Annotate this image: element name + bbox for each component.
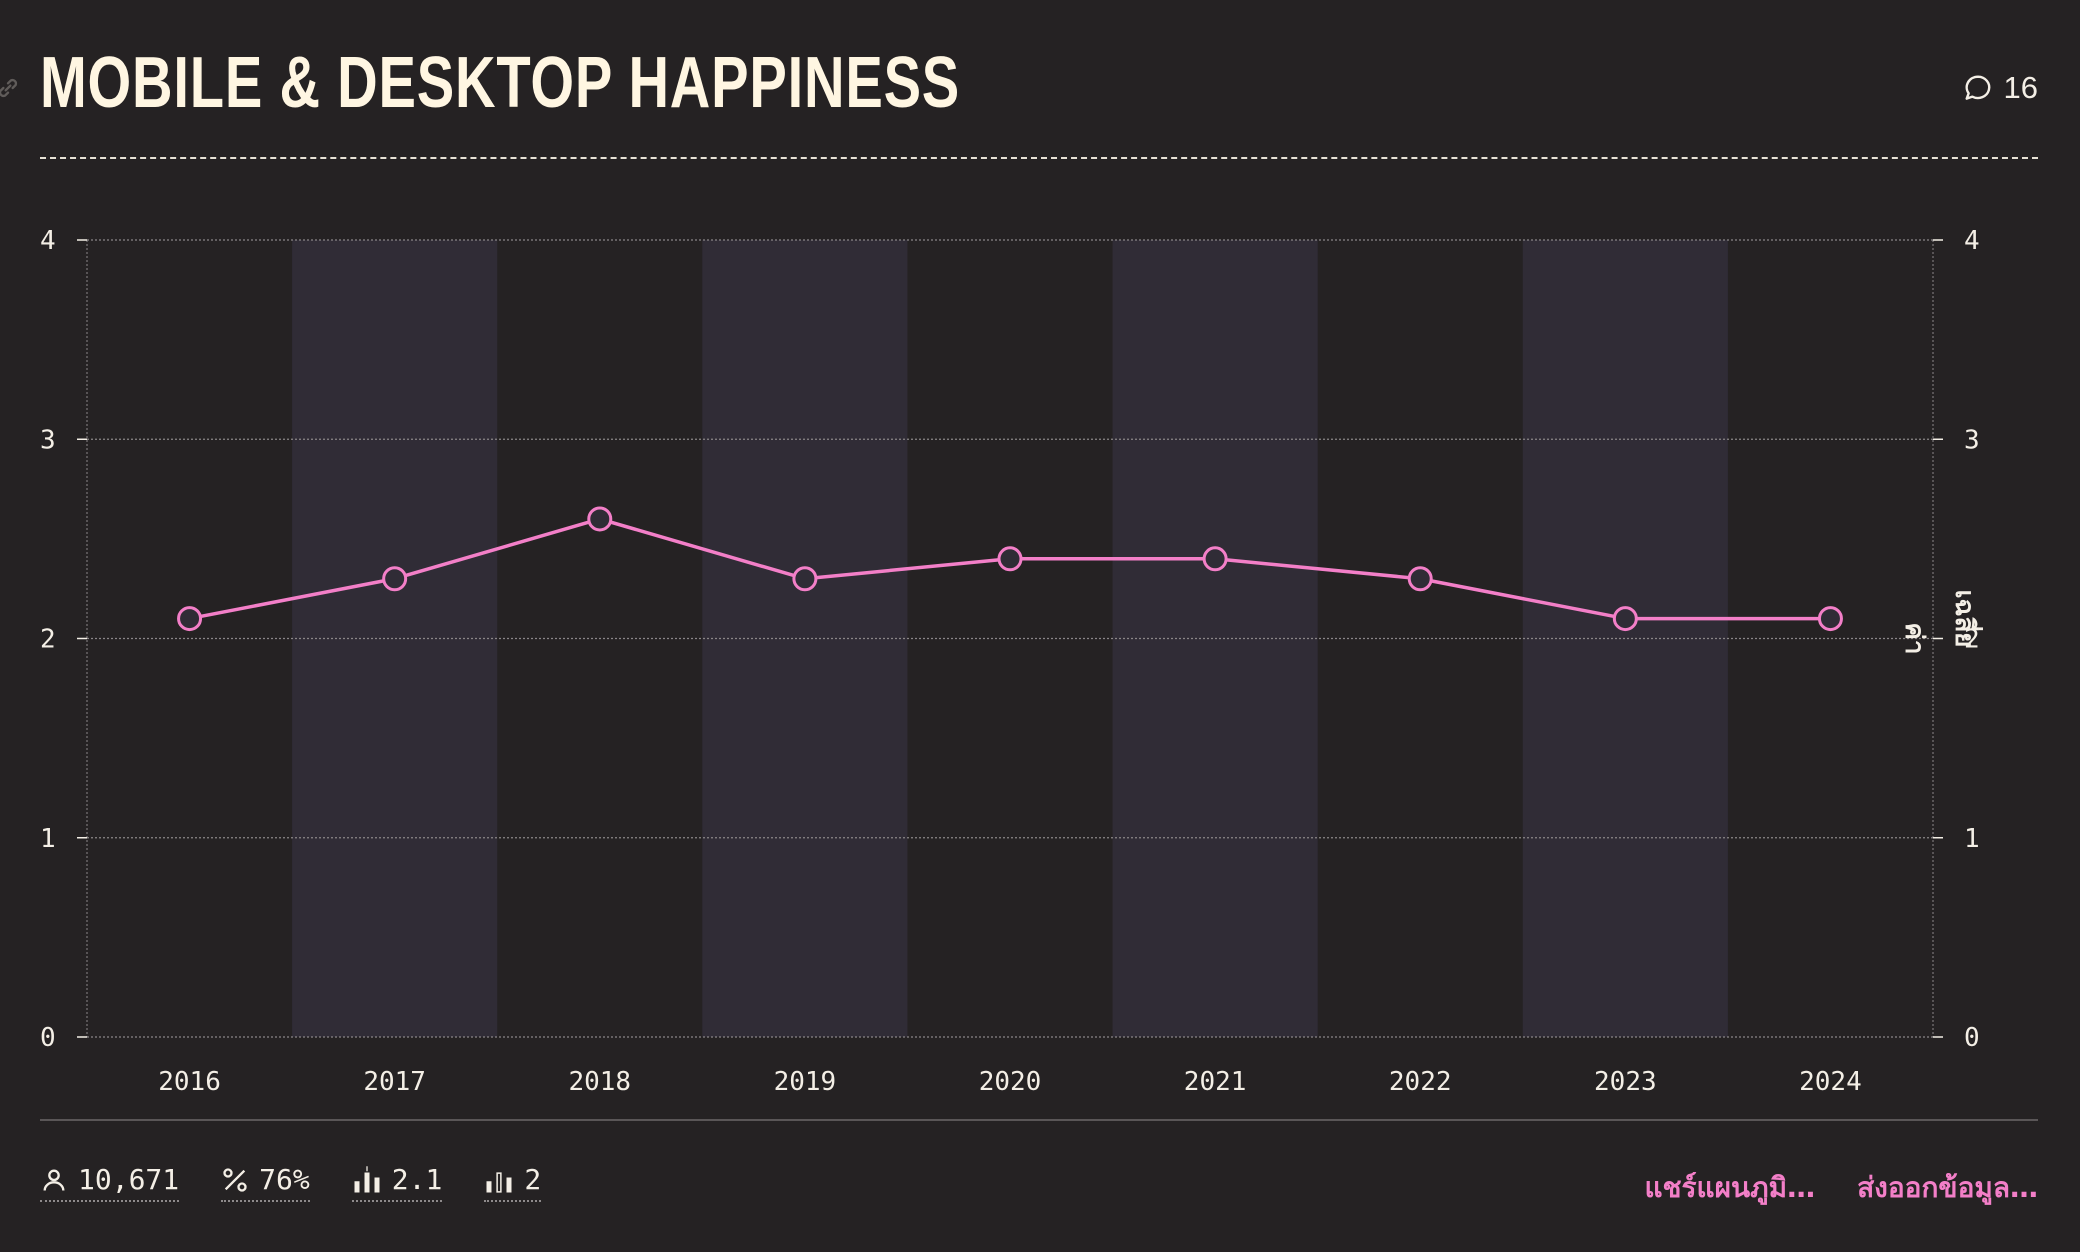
- data-point: [1407, 566, 1433, 592]
- median-stat[interactable]: 2: [484, 1163, 542, 1202]
- respondents-value: 10,671: [78, 1163, 180, 1196]
- data-point: [997, 546, 1023, 572]
- y2-tick-label: 0: [1964, 1023, 1980, 1053]
- x-tick-label: 2023: [1594, 1067, 1657, 1097]
- y-tick-label: 0: [40, 1023, 56, 1053]
- mean-stat[interactable]: 2.1: [351, 1163, 443, 1202]
- x-tick-label: 2022: [1389, 1067, 1452, 1097]
- x-tick-label: 2016: [158, 1067, 221, 1097]
- link-icon[interactable]: [0, 74, 22, 102]
- footer-divider: [40, 1119, 2038, 1121]
- y2-axis-label: ค่า: [1899, 623, 1929, 655]
- median-bars-icon: [486, 1171, 512, 1193]
- data-point: [177, 606, 203, 632]
- column-band: [1522, 240, 1728, 1037]
- percent-icon: [223, 1167, 247, 1192]
- comment-icon: [1964, 75, 1990, 100]
- stats-bar: 10,671 76% 2.1 2: [40, 1163, 542, 1202]
- respondents-stat[interactable]: 10,671: [40, 1163, 180, 1202]
- y-tick-label: 1: [40, 824, 56, 854]
- y2-tick-label: 4: [1964, 226, 1980, 256]
- y2-tick-label: 3: [1964, 425, 1980, 455]
- person-icon: [43, 1169, 65, 1191]
- chart-actions: แชร์แผนภูมิ… ส่งออกข้อมูล…: [1644, 1166, 2038, 1210]
- y2-tick-label: 1: [1964, 824, 1980, 854]
- x-tick-label: 2018: [568, 1067, 631, 1097]
- x-tick-label: 2021: [1184, 1067, 1247, 1097]
- percent-stat[interactable]: 76%: [221, 1163, 310, 1202]
- data-point: [792, 566, 818, 592]
- y-tick-label: 3: [40, 425, 56, 455]
- percent-value: 76%: [259, 1163, 310, 1196]
- page-title: MOBILE & DESKTOP HAPPINESS: [40, 43, 961, 123]
- y2-axis-label: เฉลี่ย: [1949, 590, 1984, 648]
- y-tick-label: 4: [40, 226, 56, 256]
- mean-bars-icon: [354, 1165, 380, 1192]
- data-point: [1202, 546, 1228, 572]
- data-point: [1612, 606, 1638, 632]
- y-tick-label: 2: [40, 625, 56, 655]
- column-band: [292, 240, 498, 1037]
- data-point: [382, 566, 408, 592]
- line-chart: 0 0 1 1 2 2 3 3 4 4 2016 2017 2018 2019 2020 2021 2022 20…: [40, 226, 1984, 1097]
- x-tick-label: 2017: [363, 1067, 426, 1097]
- mean-value: 2.1: [391, 1163, 443, 1196]
- data-point: [1817, 606, 1843, 632]
- x-tick-label: 2024: [1799, 1067, 1862, 1097]
- x-tick-label: 2019: [774, 1067, 837, 1097]
- comment-count: 16: [2003, 70, 2038, 105]
- median-value: 2: [524, 1163, 542, 1196]
- comments-button[interactable]: 16: [1962, 70, 2038, 106]
- header-divider: [40, 157, 2038, 159]
- data-point: [587, 506, 613, 532]
- x-tick-label: 2020: [979, 1067, 1042, 1097]
- share-chart-link[interactable]: แชร์แผนภูมิ…: [1644, 1171, 1816, 1204]
- export-data-link[interactable]: ส่งออกข้อมูล…: [1857, 1171, 2038, 1204]
- y2-tick-label: 2: [1964, 625, 1980, 655]
